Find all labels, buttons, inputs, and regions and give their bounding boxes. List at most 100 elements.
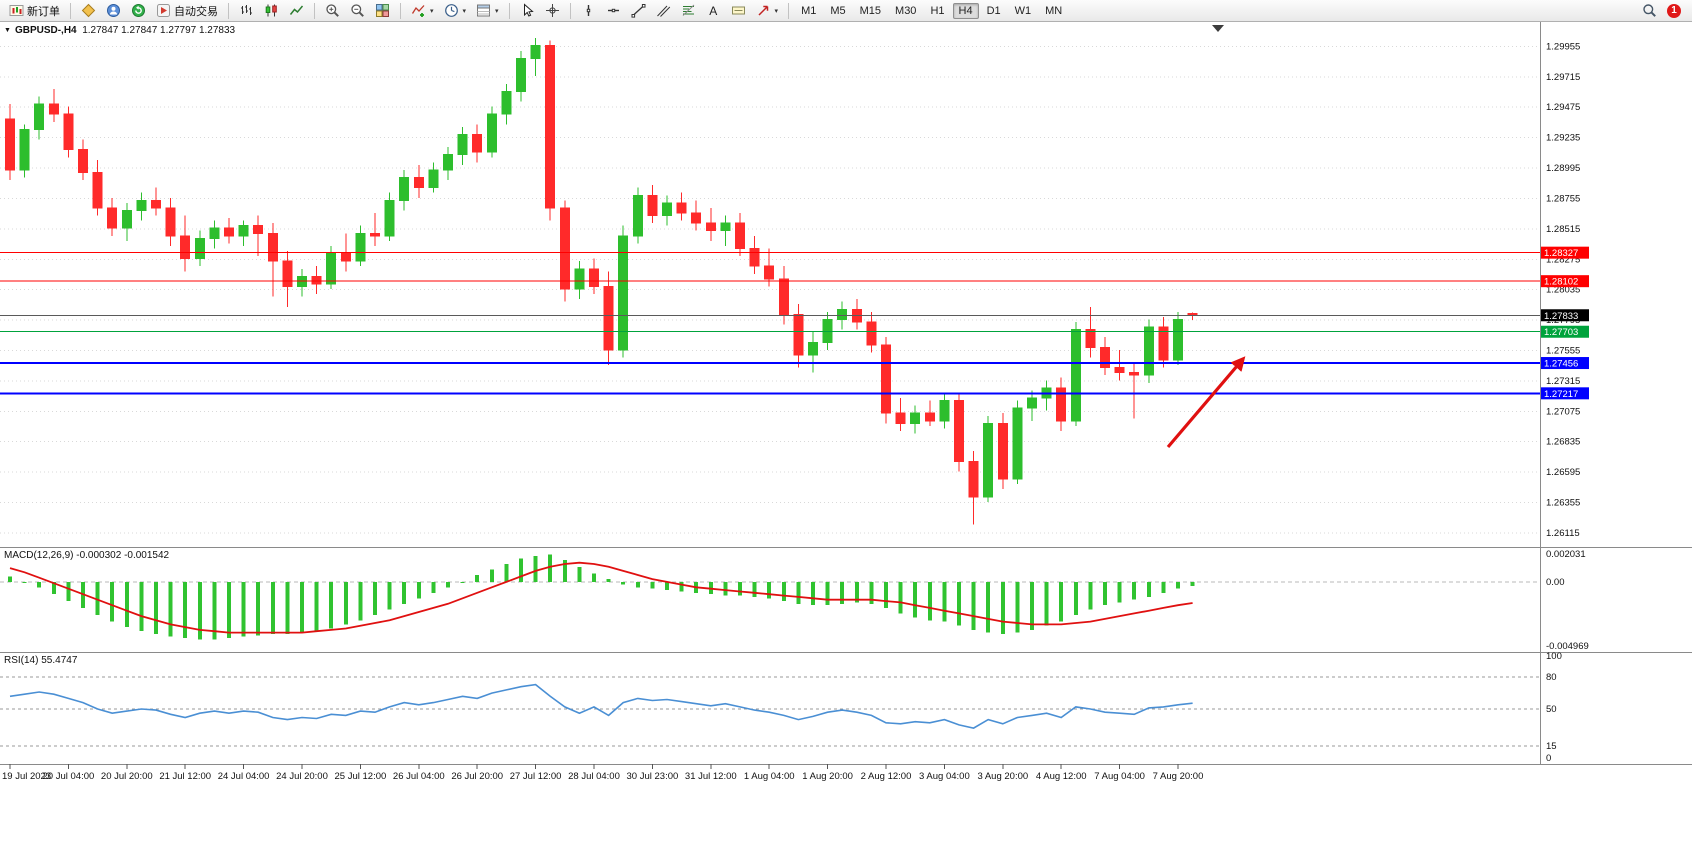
candlestick-chart-button[interactable]	[260, 0, 283, 21]
text-button[interactable]: A	[702, 0, 725, 21]
macd-histogram-bar	[66, 581, 71, 602]
chevron-down-icon: ▾	[462, 7, 467, 15]
notification-badge[interactable]: 1	[1667, 3, 1681, 18]
zoom-out-button[interactable]	[346, 0, 369, 21]
candle	[501, 90, 512, 115]
rsi-axis-label: 100	[1546, 651, 1562, 662]
candle	[165, 207, 176, 237]
candle	[1114, 367, 1125, 374]
price-axis-label: 1.28515	[1546, 224, 1580, 235]
toolbar: 新订单 自动交易	[0, 0, 1692, 22]
tile-windows-button[interactable]	[371, 0, 394, 21]
candle	[194, 237, 205, 260]
arrows-button[interactable]: ▾	[752, 0, 783, 21]
macd-histogram-bar	[738, 581, 742, 596]
templates-button[interactable]: ▾	[472, 0, 503, 21]
vertical-line-icon	[586, 5, 590, 16]
timeframe-m5[interactable]: M5	[830, 4, 846, 17]
macd-histogram-bar	[986, 581, 991, 633]
time-axis-label: 24 Jul 20:00	[276, 771, 328, 782]
timeframe-m30[interactable]: M30	[895, 4, 917, 17]
time-axis-label: 4 Aug 12:00	[1036, 771, 1087, 782]
timeframe-w1[interactable]: W1	[1014, 4, 1032, 17]
zoom-in-button[interactable]	[321, 0, 344, 21]
toolbar-separator	[569, 2, 571, 19]
timeframe-m15[interactable]: M15	[859, 4, 882, 17]
candle	[282, 260, 293, 287]
trendline-button[interactable]	[627, 0, 650, 21]
candle	[238, 225, 249, 237]
cursor-button[interactable]	[516, 0, 539, 21]
candle	[370, 232, 380, 237]
candle	[574, 268, 585, 290]
trendline-icon	[631, 4, 646, 18]
trend-arrow[interactable]	[1166, 356, 1246, 449]
vertical-line-button[interactable]	[577, 0, 600, 21]
candle	[151, 199, 161, 209]
toolbar-separator	[70, 2, 71, 19]
line-chart-button[interactable]	[285, 0, 308, 21]
timeframe-h1[interactable]: H1	[930, 4, 945, 17]
candle	[326, 253, 337, 285]
macd-histogram-bar	[1000, 581, 1005, 634]
macd-histogram-bar	[533, 555, 538, 582]
toolbar-separator	[314, 2, 315, 19]
refresh-button[interactable]	[127, 0, 150, 21]
text-label-icon	[731, 6, 745, 15]
periods-button[interactable]: ▾	[440, 0, 471, 21]
navigator-button[interactable]	[102, 0, 125, 21]
indicators-button[interactable]: ▾	[407, 0, 438, 21]
crosshair-icon	[545, 4, 559, 17]
channel-button[interactable]	[652, 0, 675, 21]
price-axis-label: 1.29475	[1546, 102, 1580, 113]
macd-histogram-bar	[1117, 581, 1122, 603]
candle	[1070, 329, 1081, 422]
search-button[interactable]	[1638, 0, 1661, 21]
macd-histogram-bar	[679, 581, 684, 592]
timeframe-m1[interactable]: M1	[801, 4, 817, 17]
macd-axis-label: 0.00	[1546, 577, 1565, 588]
text-label-button[interactable]	[727, 0, 750, 21]
chart-shift-marker[interactable]	[1212, 25, 1224, 32]
new-order-button[interactable]: 新订单	[5, 0, 64, 21]
new-order-icon	[9, 5, 24, 16]
candle	[749, 247, 760, 267]
toolbar-separator	[228, 2, 229, 19]
candle	[355, 232, 366, 262]
macd-histogram-bar	[241, 581, 246, 637]
toolbar-separator	[400, 2, 401, 19]
auto-trading-button[interactable]: 自动交易	[152, 0, 222, 21]
line-chart-icon	[289, 5, 304, 15]
timeframe-h4[interactable]: H4	[952, 2, 979, 19]
macd-histogram-bar	[752, 581, 757, 597]
crosshair-button[interactable]	[541, 0, 564, 21]
candle	[1143, 326, 1154, 376]
price-tag	[1541, 357, 1589, 370]
candle	[1173, 318, 1183, 361]
bar-chart-button[interactable]	[235, 0, 258, 21]
text-icon: A	[709, 4, 717, 18]
timeframe-d1[interactable]: D1	[986, 4, 1001, 17]
candle	[224, 227, 234, 237]
macd-histogram-bar	[1030, 581, 1034, 630]
time-axis-label: 19 Jul 2023	[2, 771, 51, 782]
macd-histogram-bar	[270, 581, 275, 634]
toolbar-separator	[788, 2, 790, 19]
search-icon	[1643, 4, 1656, 17]
chart-canvas[interactable]: 1.29955 1.29715 1.29475 1.29235 1.28995 1.287…	[0, 22, 1692, 850]
timeframe-mn[interactable]: MN	[1045, 4, 1063, 17]
horizontal-line-button[interactable]	[602, 0, 625, 21]
candle	[837, 308, 848, 320]
channel-icon	[656, 5, 670, 17]
macd-histogram-bar	[562, 559, 567, 582]
candle	[78, 149, 88, 173]
macd-histogram-bar	[592, 573, 596, 582]
chevron-down-icon: ▾	[430, 7, 434, 15]
charts-button[interactable]	[77, 0, 100, 21]
macd-histogram-bar	[1161, 581, 1166, 593]
time-axis-label: 20 Jul 20:00	[101, 771, 153, 782]
fibonacci-button[interactable]	[677, 0, 700, 21]
zoom-out-icon	[351, 4, 364, 17]
candle	[34, 103, 45, 130]
price-tag	[1541, 325, 1589, 338]
